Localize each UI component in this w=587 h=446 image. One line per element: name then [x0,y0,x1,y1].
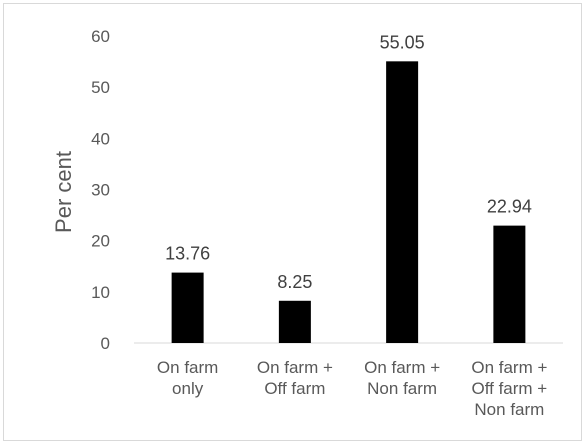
data-label: 8.25 [277,272,312,292]
y-tick-label: 40 [91,129,110,148]
y-tick-label: 10 [91,283,110,302]
bar [171,272,204,343]
chart-area [3,3,582,441]
y-tick-label: 20 [91,232,110,251]
category-label: On farm + Off farm [257,358,333,398]
y-axis-label: Per cent [51,151,76,233]
category-label: On farm + Non farm [364,358,440,398]
y-tick-label: 0 [101,334,110,353]
y-tick-label: 50 [91,78,110,97]
bar [278,300,311,343]
data-label: 22.94 [487,197,532,217]
category-label: On farm + Off farm + Non farm [471,358,547,419]
bar [386,61,419,343]
y-tick-label: 60 [91,27,110,46]
data-label: 13.76 [165,244,210,264]
y-tick-label: 30 [91,181,110,200]
bar [493,225,526,343]
category-label: On farm only [157,358,218,398]
data-label: 55.05 [380,32,425,52]
